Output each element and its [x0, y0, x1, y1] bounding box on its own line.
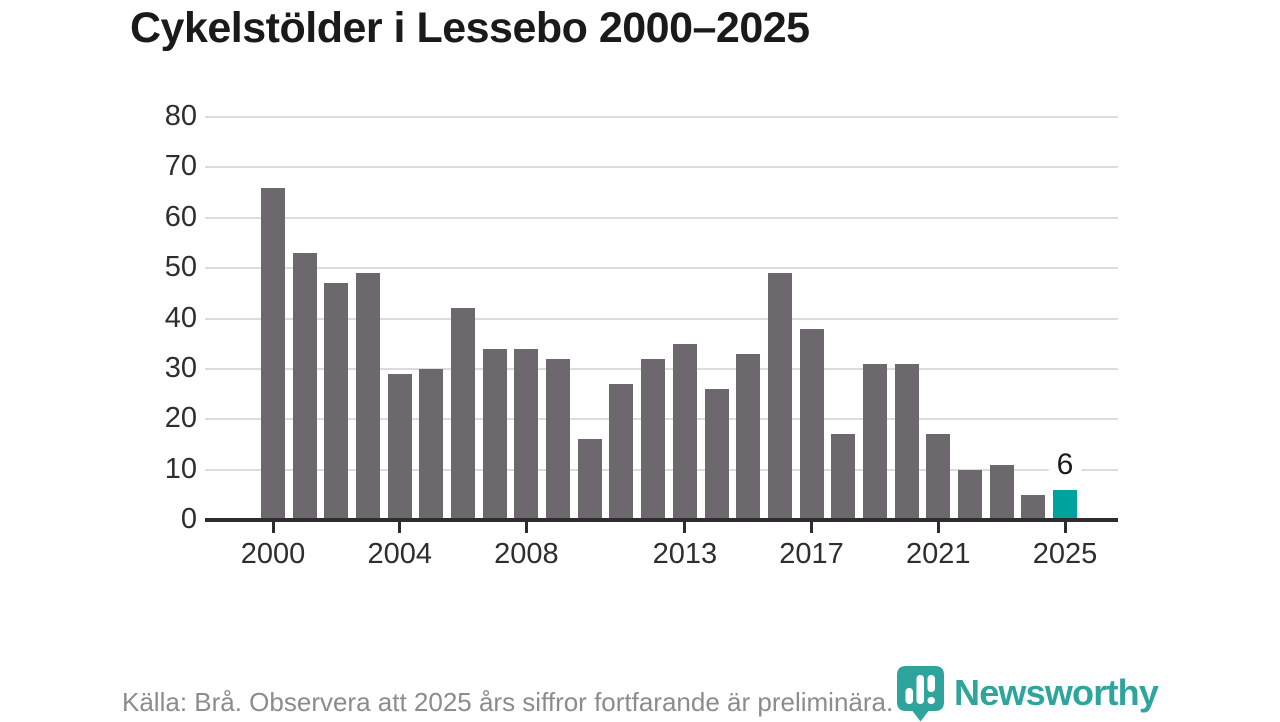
bar-2018 [831, 434, 856, 520]
x-axis-tick-label: 2008 [494, 538, 559, 570]
bar-2013 [672, 343, 697, 520]
y-axis-tick-label: 20 [164, 402, 197, 435]
x-axis-tick-label: 2000 [240, 538, 306, 570]
bar-2002 [324, 283, 349, 520]
bar-2016 [767, 273, 792, 520]
x-axis-tick-2021 [936, 522, 940, 533]
bar-2019 [862, 363, 887, 520]
source-note: Källa: Brå. Observera att 2025 års siffr… [122, 687, 894, 717]
gridline-y-50 [205, 267, 1118, 270]
x-axis-tick-2000 [271, 522, 275, 533]
bar-2023 [989, 464, 1014, 520]
chart-title: Cykelstölder i Lessebo 2000–2025 [130, 4, 810, 52]
y-axis-tick-label: 30 [164, 351, 197, 384]
y-axis-tick-label: 0 [180, 502, 197, 535]
x-axis-tick-label: 2013 [652, 538, 718, 570]
x-axis-tick-2008 [524, 522, 528, 533]
bar-2010 [577, 439, 602, 520]
bar-2012 [641, 358, 666, 520]
bar-2004 [387, 373, 412, 520]
bar-2005 [419, 368, 444, 520]
bar-2015 [736, 353, 761, 520]
x-axis-tick-label: 2025 [1032, 538, 1098, 570]
bar-2011 [609, 383, 634, 520]
x-axis-tick-2025 [1063, 522, 1067, 533]
x-axis-line [205, 518, 1118, 522]
bar-2025 [1053, 489, 1077, 520]
y-axis-tick-label: 60 [164, 200, 197, 233]
x-axis-tick-label: 2021 [906, 538, 971, 570]
newsworthy-wordmark: Newsworthy [954, 672, 1159, 713]
bar-2017 [799, 328, 824, 520]
bar-2009 [546, 358, 571, 520]
x-axis-tick-label: 2017 [779, 538, 844, 570]
bar-2020 [894, 363, 919, 520]
x-axis-tick-2017 [810, 522, 814, 533]
x-axis-tick-2004 [398, 522, 402, 533]
bar-2006 [451, 308, 476, 520]
bar-2007 [482, 348, 507, 520]
highlight-value-label: 6 [1048, 449, 1082, 480]
x-axis-tick-label: 2004 [367, 538, 432, 570]
bar-2021 [926, 434, 951, 520]
gridline-y-60 [205, 216, 1118, 219]
bar-2000 [261, 187, 285, 520]
newsworthy-badge-bar-chart-icon [897, 666, 944, 722]
x-axis-tick-2013 [683, 522, 687, 533]
y-axis-tick-label: 40 [164, 301, 197, 334]
bar-2008 [514, 348, 539, 520]
y-axis-tick-label: 50 [164, 250, 197, 283]
y-axis-tick-label: 80 [164, 99, 197, 132]
bar-2014 [704, 389, 729, 520]
bar-2024 [1021, 494, 1046, 520]
y-axis-tick-label: 70 [164, 150, 197, 183]
gridline-y-70 [205, 166, 1118, 169]
gridline-y-80 [205, 116, 1118, 118]
bar-2001 [292, 253, 317, 520]
bar-2003 [356, 273, 381, 520]
gridline-y-40 [205, 317, 1118, 320]
bar-2022 [957, 469, 982, 520]
y-axis-tick-label: 10 [164, 452, 197, 485]
